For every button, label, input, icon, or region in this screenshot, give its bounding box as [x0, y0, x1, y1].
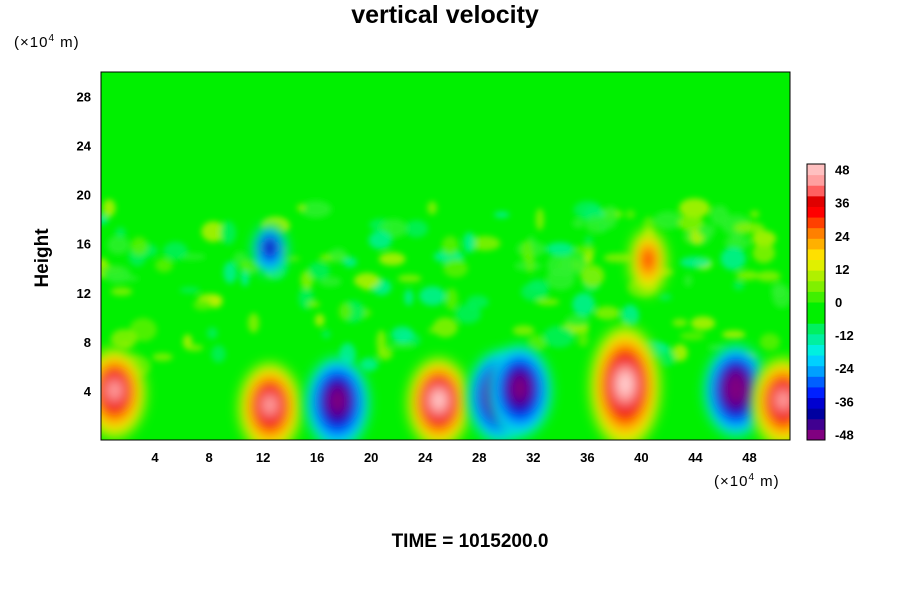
- updraft-cell-10: [628, 228, 668, 297]
- colorbar-tick-label: 12: [835, 262, 849, 277]
- updraft-cell-1: [101, 347, 147, 440]
- y-tick-label: 24: [77, 139, 92, 154]
- x-tick-label: 44: [688, 450, 703, 465]
- chart-title: vertical velocity: [351, 1, 539, 29]
- x-tick-label: 16: [310, 450, 324, 465]
- y-tick-label: 4: [84, 384, 92, 399]
- y-tick-label: 16: [77, 237, 91, 252]
- colorbar-level: [807, 164, 825, 176]
- colorbar-level: [807, 386, 825, 399]
- colorbar-level: [807, 302, 825, 314]
- downdraft-cell-11: [252, 224, 288, 276]
- colorbar-tick-label: 48: [835, 163, 849, 178]
- updraft-cell-9: [751, 357, 790, 440]
- colorbar-level: [807, 280, 825, 292]
- colorbar-level: [807, 217, 825, 229]
- colorbar-level: [807, 238, 825, 250]
- x-tick-label: 40: [634, 450, 648, 465]
- colorbar-level: [807, 323, 825, 335]
- x-tick-label: 20: [364, 450, 378, 465]
- colorbar-tick-label: -48: [835, 427, 854, 442]
- colorbar-tick-label: -36: [835, 394, 854, 409]
- y-tick-label: 12: [77, 286, 91, 301]
- downdraft-cell-6: [487, 344, 552, 437]
- colorbar-level: [807, 195, 825, 207]
- colorbar-level: [807, 206, 825, 218]
- colorbar-tick-label: 0: [835, 295, 842, 310]
- x-tick-label: 28: [472, 450, 486, 465]
- plot-frame: [100, 71, 791, 441]
- colorbar: 48 36 24 12 0 -12 -24 -36 -48: [806, 163, 855, 442]
- time-label: TIME = 1015200.0: [391, 531, 549, 552]
- colorbar-level: [807, 344, 825, 356]
- colorbar-tick-label: -12: [835, 328, 854, 343]
- x-tick-label: 24: [418, 450, 433, 465]
- downdraft-cell-3: [305, 357, 370, 440]
- colorbar-tick-label: 24: [835, 229, 850, 244]
- colorbar-tick-label: -24: [835, 361, 855, 376]
- colorbar-level: [807, 397, 825, 409]
- x-axis-unit: (×104 m): [714, 472, 780, 490]
- updraft-cell-2: [237, 362, 302, 440]
- colorbar-level: [807, 408, 825, 420]
- y-axis-unit: (×104 m): [14, 33, 80, 51]
- colorbar-level: [807, 333, 825, 345]
- x-tick-label: 32: [526, 450, 540, 465]
- colorbar-level: [807, 270, 825, 282]
- colorbar-level: [807, 259, 825, 271]
- x-tick-label: 48: [742, 450, 756, 465]
- colorbar-level: [807, 365, 825, 377]
- y-tick-label: 20: [77, 188, 91, 203]
- updraft-cell-7: [589, 325, 662, 440]
- y-tick-label: 28: [77, 90, 91, 105]
- y-tick-label: 8: [84, 335, 91, 350]
- downdraft-cell-8: [703, 344, 768, 437]
- x-tick-label: 12: [256, 450, 270, 465]
- colorbar-level: [807, 248, 825, 261]
- colorbar-level: [807, 291, 825, 303]
- colorbar-level: [807, 418, 825, 430]
- x-tick-label: 8: [205, 450, 212, 465]
- colorbar-level: [807, 174, 825, 186]
- colorbar-level: [807, 227, 825, 239]
- colorbar-level: [807, 312, 825, 324]
- x-tick-label: 36: [580, 450, 594, 465]
- heatmap-field: [101, 72, 790, 440]
- x-tick-label: 4: [151, 450, 159, 465]
- colorbar-frame: [806, 163, 826, 441]
- colorbar-level: [807, 185, 825, 197]
- colorbar-level: [807, 429, 825, 441]
- colorbar-tick-label: 36: [835, 196, 849, 211]
- colorbar-level: [807, 355, 825, 367]
- turbulent-band: [101, 198, 790, 377]
- updraft-cell-4: [406, 357, 471, 440]
- colorbar-level: [807, 376, 825, 388]
